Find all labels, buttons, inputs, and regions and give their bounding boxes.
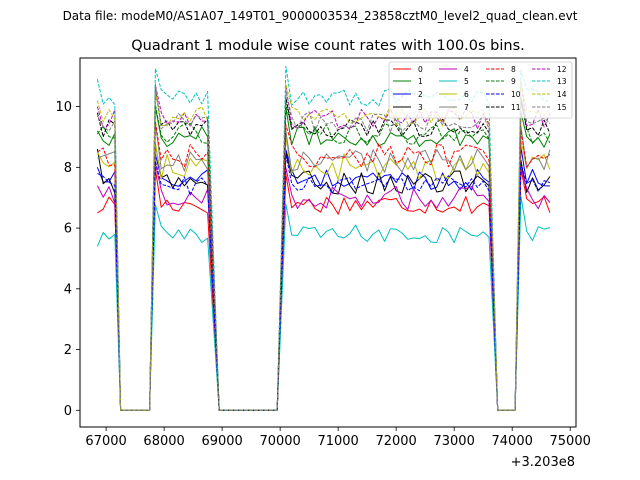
chart-title: Quadrant 1 module wise count rates with … [131,38,525,54]
legend-label-6: 6 [464,90,469,99]
legend-label-2: 2 [418,90,423,99]
y-tick-label: 8 [64,161,72,176]
x-tick-label: 73000 [433,434,474,449]
series-line-4 [96,163,551,411]
y-tick-label: 10 [55,100,72,115]
x-tick-label: 75000 [550,434,591,449]
series-line-7 [97,122,551,411]
series-line-1 [96,106,551,411]
legend-label-8: 8 [511,65,516,74]
series-line-0 [97,168,551,411]
x-offset-label: +3.203e8 [511,455,575,470]
legend-label-12: 12 [557,65,567,74]
legend-label-7: 7 [464,103,469,112]
x-tick-label: 74000 [492,434,533,449]
x-axis: 67000 68000 69000 70000 71000 72000 73000 74000… [85,427,591,449]
plot-frame [79,57,577,428]
y-tick-label: 2 [64,343,72,358]
legend-label-11: 11 [511,103,521,112]
x-tick-label: 69000 [201,434,242,449]
legend-label-5: 5 [464,77,469,86]
series-line-11 [96,89,551,411]
y-tick-label: 4 [64,282,72,297]
y-axis: 0 2 4 6 8 10 [55,100,80,419]
legend-label-9: 9 [511,77,516,86]
series-line-3 [96,143,551,411]
series-line-2 [96,146,550,411]
legend-label-15: 15 [557,103,567,112]
legend-label-1: 1 [418,77,423,86]
series-line-8 [97,121,551,411]
series-layer [96,65,551,411]
series-line-15 [96,83,551,411]
series-line-5 [96,195,551,411]
y-tick-label: 6 [64,222,72,237]
data-file-label: Data file: modeM0/AS1A07_149T01_90000035… [63,9,578,23]
x-tick-label: 72000 [375,434,416,449]
y-tick-label: 0 [64,404,72,419]
series-line-13 [96,65,550,411]
legend-label-14: 14 [557,90,567,99]
series-line-6 [96,136,551,411]
x-tick-label: 70000 [259,434,300,449]
series-line-9 [97,100,551,411]
x-tick-label: 71000 [317,434,358,449]
legend-label-0: 0 [418,65,423,74]
legend-box [388,61,573,119]
legend-label-10: 10 [511,90,521,99]
series-line-10 [97,154,551,411]
legend-label-3: 3 [418,103,423,112]
x-tick-label: 67000 [85,434,126,449]
x-tick-label: 68000 [143,434,184,449]
legend-label-13: 13 [557,77,567,86]
legend-label-4: 4 [464,65,469,74]
